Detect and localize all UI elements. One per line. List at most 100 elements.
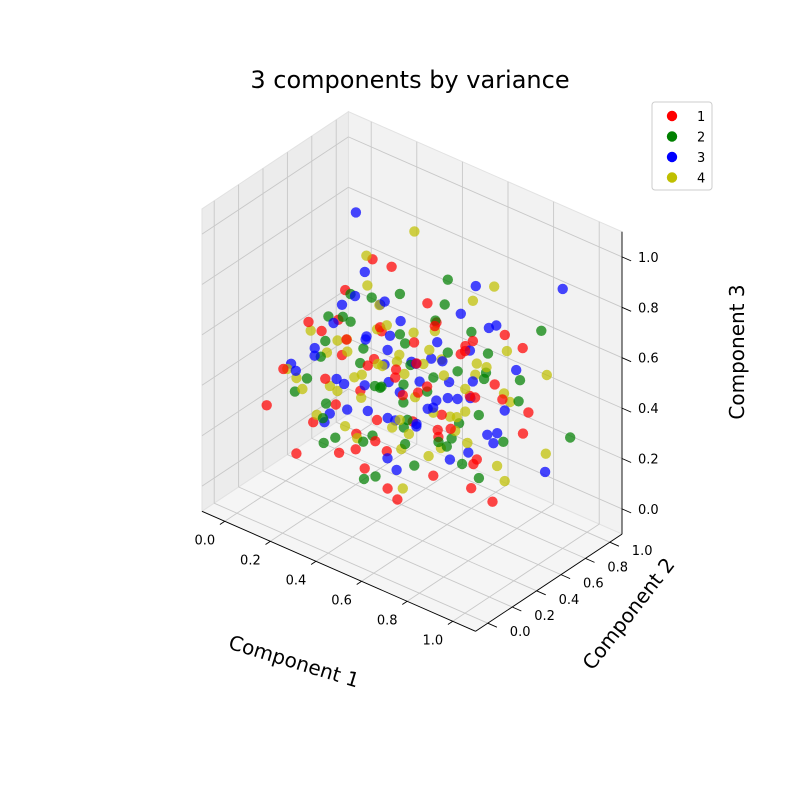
- data-point-series-2: [536, 325, 547, 336]
- tick-labels: 0.00.00.00.20.20.20.40.40.40.60.60.60.80…: [194, 251, 658, 648]
- z-tick-mark: [621, 357, 632, 363]
- grid-y-floor: [336, 421, 610, 543]
- legend-marker-2: [666, 131, 678, 142]
- z-tick-label: 0.0: [638, 503, 659, 518]
- data-point-series-4: [356, 392, 367, 403]
- data-point-series-3: [338, 378, 350, 390]
- data-point-series-2: [466, 326, 477, 338]
- data-point-series-2: [513, 396, 524, 407]
- axis-panes: [200, 110, 624, 632]
- legend-label-1: 1: [697, 110, 705, 125]
- x-tick-label: 0.6: [331, 593, 352, 608]
- data-point-series-2: [514, 375, 526, 386]
- data-point-series-1: [421, 381, 433, 392]
- grid-y-floor: [287, 454, 562, 576]
- legend-label-3: 3: [697, 151, 705, 166]
- data-point-series-2: [409, 460, 420, 471]
- data-point-series-3: [336, 299, 348, 310]
- data-point-series-3: [382, 344, 393, 356]
- data-point-series-2: [394, 329, 406, 340]
- data-point-series-1: [341, 334, 352, 345]
- scatter-points: [261, 207, 576, 507]
- grid-z-back: [348, 388, 623, 510]
- data-point-series-4: [399, 368, 410, 380]
- data-point-series-3: [360, 334, 371, 345]
- data-point-series-3: [309, 342, 320, 354]
- data-point-series-1: [436, 409, 447, 420]
- grid-z-left: [201, 237, 349, 336]
- data-point-series-2: [439, 299, 450, 310]
- x-tick-label: 0.8: [377, 613, 398, 628]
- grid-z-left: [201, 186, 349, 285]
- y-tick-mark: [609, 541, 620, 547]
- data-point-series-3: [422, 403, 433, 414]
- data-point-series-1: [469, 392, 481, 403]
- data-point-series-4: [423, 450, 434, 462]
- data-point-series-4: [387, 422, 398, 433]
- data-point-series-3: [331, 373, 342, 385]
- data-point-series-1: [468, 458, 479, 470]
- z-tick-mark: [621, 256, 632, 262]
- data-point-series-3: [350, 207, 362, 218]
- data-point-series-1: [412, 387, 424, 398]
- data-point-series-1: [397, 390, 408, 401]
- y-tick-mark: [585, 557, 595, 563]
- data-point-series-1: [517, 428, 529, 439]
- grid-x-floor: [315, 463, 463, 562]
- data-point-series-4: [438, 370, 450, 381]
- data-point-series-2: [345, 316, 356, 327]
- data-point-series-3: [411, 421, 422, 432]
- data-point-series-1: [303, 316, 314, 328]
- legend-marker-1: [666, 110, 678, 122]
- data-point-series-4: [362, 280, 373, 291]
- grid-x-floor: [224, 423, 372, 522]
- data-point-series-1: [316, 325, 327, 337]
- data-point-series-3: [359, 380, 370, 391]
- data-point-series-2: [473, 409, 484, 421]
- data-point-series-3: [557, 283, 568, 295]
- y-tick-label: 0.0: [510, 625, 531, 640]
- legend-marker-4: [666, 172, 678, 183]
- z-tick-mark: [621, 407, 632, 413]
- y-tick-label: 0.2: [534, 609, 555, 624]
- data-point-series-2: [358, 436, 369, 447]
- data-point-series-1: [467, 335, 479, 347]
- data-point-series-3: [437, 356, 448, 367]
- data-point-series-1: [428, 470, 439, 481]
- data-point-series-2: [473, 472, 485, 484]
- data-point-series-1: [499, 329, 510, 341]
- data-point-series-1: [432, 424, 443, 436]
- data-point-series-3: [426, 353, 437, 364]
- data-point-series-4: [397, 483, 408, 494]
- data-point-series-2: [498, 436, 509, 447]
- data-point-series-3: [384, 330, 396, 341]
- data-point-series-1: [330, 399, 341, 410]
- data-point-series-3: [382, 453, 393, 464]
- data-point-series-2: [452, 366, 463, 377]
- data-point-series-4: [467, 295, 479, 306]
- data-point-series-1: [422, 298, 433, 309]
- grid-x-floor: [361, 483, 509, 582]
- data-point-series-3: [342, 404, 353, 415]
- data-point-series-2: [358, 343, 369, 354]
- data-point-series-2: [442, 274, 453, 285]
- grid-y-floor: [311, 437, 586, 559]
- data-point-series-3: [359, 266, 370, 278]
- y-tick-label: 0.6: [583, 577, 604, 592]
- data-point-series-4: [381, 320, 392, 331]
- data-point-series-1: [350, 444, 361, 455]
- data-point-series-4: [491, 460, 503, 472]
- data-point-series-3: [328, 317, 339, 329]
- data-point-series-1: [390, 372, 401, 383]
- z-tick-label: 0.2: [638, 453, 659, 468]
- legend-box: [651, 101, 713, 191]
- data-point-series-2: [318, 437, 329, 449]
- data-point-series-2: [442, 347, 453, 358]
- data-point-series-3: [362, 405, 373, 417]
- y-tick-mark: [536, 590, 546, 596]
- data-point-series-4: [342, 346, 353, 357]
- x-tick-mark: [265, 540, 271, 545]
- z-axis-label: Component 3: [725, 284, 749, 419]
- data-point-series-4: [451, 412, 462, 423]
